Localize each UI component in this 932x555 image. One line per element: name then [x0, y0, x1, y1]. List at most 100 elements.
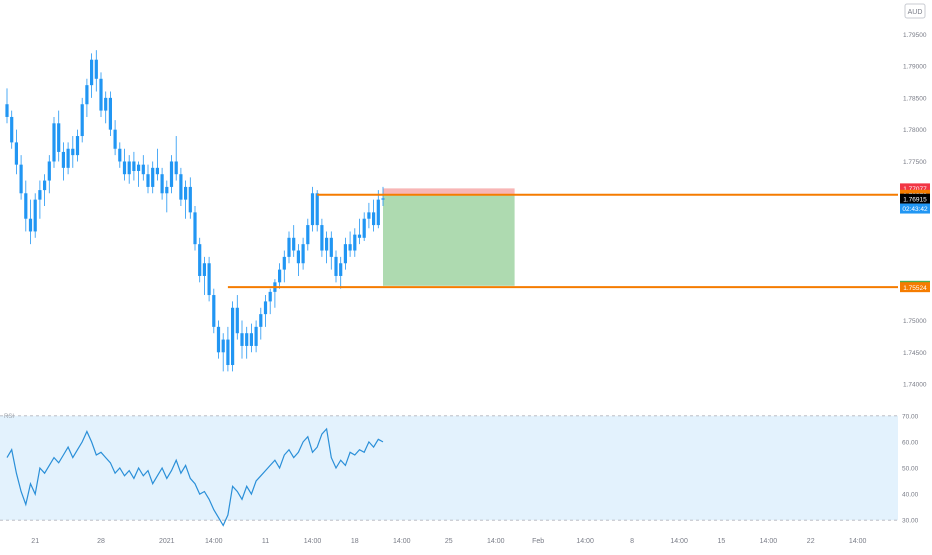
time-tick-label: 14:00 [576, 538, 594, 545]
candle-body [108, 97, 112, 130]
take-profit-zone[interactable] [383, 194, 515, 286]
candle [108, 91, 112, 137]
candle [240, 320, 244, 359]
candle-body [146, 174, 150, 187]
rsi-line [6, 427, 384, 527]
price-tick-label: 1.79000 [903, 64, 927, 71]
candle-body [226, 339, 230, 366]
candle-body [348, 244, 352, 251]
price-tick-label: 1.75000 [903, 318, 927, 325]
horizontal-levels[interactable] [227, 193, 898, 289]
candle-body [221, 339, 225, 353]
candle-body [184, 186, 188, 200]
candle-body [376, 199, 380, 226]
price-badge-bg [900, 282, 930, 293]
candle [113, 120, 117, 156]
candle [287, 231, 291, 264]
rsi-tick-label: 60.00 [902, 439, 919, 446]
candle-body [127, 161, 131, 175]
candle-body [268, 291, 272, 302]
candle [169, 155, 174, 194]
candle-body [329, 237, 333, 257]
candle-body [320, 225, 324, 251]
candle-body [179, 174, 183, 200]
rsi-tick-label: 40.00 [902, 492, 919, 499]
candle-body [122, 161, 127, 175]
candle [329, 231, 333, 270]
price-badge: 1.76915 [900, 193, 930, 204]
candle [99, 72, 103, 117]
candle-body [188, 186, 192, 213]
rsi-tick-label: 30.00 [902, 518, 919, 525]
candle-body [66, 148, 70, 168]
time-tick-label: 11 [262, 538, 269, 545]
candle [235, 295, 239, 340]
candle-body [165, 186, 169, 194]
candle-body [155, 167, 159, 175]
candle [5, 88, 9, 124]
candle [296, 244, 300, 276]
candle [94, 50, 98, 92]
price-badge-bg [900, 203, 930, 214]
candle-body [38, 190, 42, 200]
candle-body [151, 167, 155, 187]
candle-body [310, 193, 315, 226]
candle-body [240, 333, 244, 346]
candle-body [249, 333, 253, 346]
time-tick-label: Feb [532, 538, 544, 545]
candle [141, 155, 145, 181]
candle [118, 142, 122, 168]
candle-body [198, 244, 202, 276]
candle [325, 231, 329, 264]
candle-body [104, 97, 108, 111]
candle [10, 110, 14, 149]
candle [188, 177, 192, 219]
candle-body [52, 123, 56, 162]
candle-body [28, 218, 33, 232]
candles [5, 50, 385, 372]
candle-body [353, 234, 357, 251]
price-tick-label: 1.78500 [903, 95, 927, 102]
candle [353, 228, 357, 257]
candle [254, 320, 258, 353]
candle-body [113, 129, 117, 149]
price-tick-label: 1.74500 [903, 350, 927, 357]
candle-body [169, 161, 174, 187]
candle-body [381, 198, 385, 200]
candle-body [357, 234, 362, 238]
price-tick-label: 1.78000 [903, 127, 927, 134]
candle-body [287, 237, 291, 257]
candle-body [216, 326, 221, 353]
position-tool[interactable] [383, 188, 515, 286]
candle-body [301, 244, 305, 264]
candle [28, 199, 33, 245]
time-axis[interactable]: 21 28 2021 14:00 11 14:00 18 14:00 25 14:00 Feb 14:… [31, 538, 866, 545]
candle-body [362, 218, 366, 238]
candle-body [339, 263, 343, 276]
candle-body [174, 161, 178, 175]
candle-body [282, 256, 286, 270]
candle [198, 237, 202, 283]
candle-body [80, 104, 84, 137]
candle [47, 155, 51, 194]
candle-body [19, 164, 23, 194]
candle-body [47, 161, 51, 181]
rsi-band [0, 415, 898, 521]
price-badge-bg [900, 193, 930, 204]
candle-body [212, 295, 216, 327]
candle [151, 161, 155, 194]
candle [165, 180, 169, 213]
rsi-tick-label: 70.00 [902, 413, 919, 420]
stop-loss-zone[interactable] [383, 188, 515, 195]
candle-body [94, 59, 98, 79]
price-axis[interactable]: 1.79500 1.79000 1.78500 1.78000 1.77500 1.750… [903, 32, 927, 389]
candle [71, 136, 75, 168]
candle-body [24, 193, 28, 219]
candle-body [296, 250, 300, 264]
currency-box[interactable]: AUD [904, 3, 926, 19]
price-badges: 1.770771.769761.7691502:43:421.755451.75… [900, 183, 930, 293]
candle [310, 186, 315, 232]
rsi-panel: 70.00 60.00 50.00 40.00 30.00 [0, 413, 919, 527]
candle-body [43, 180, 47, 191]
